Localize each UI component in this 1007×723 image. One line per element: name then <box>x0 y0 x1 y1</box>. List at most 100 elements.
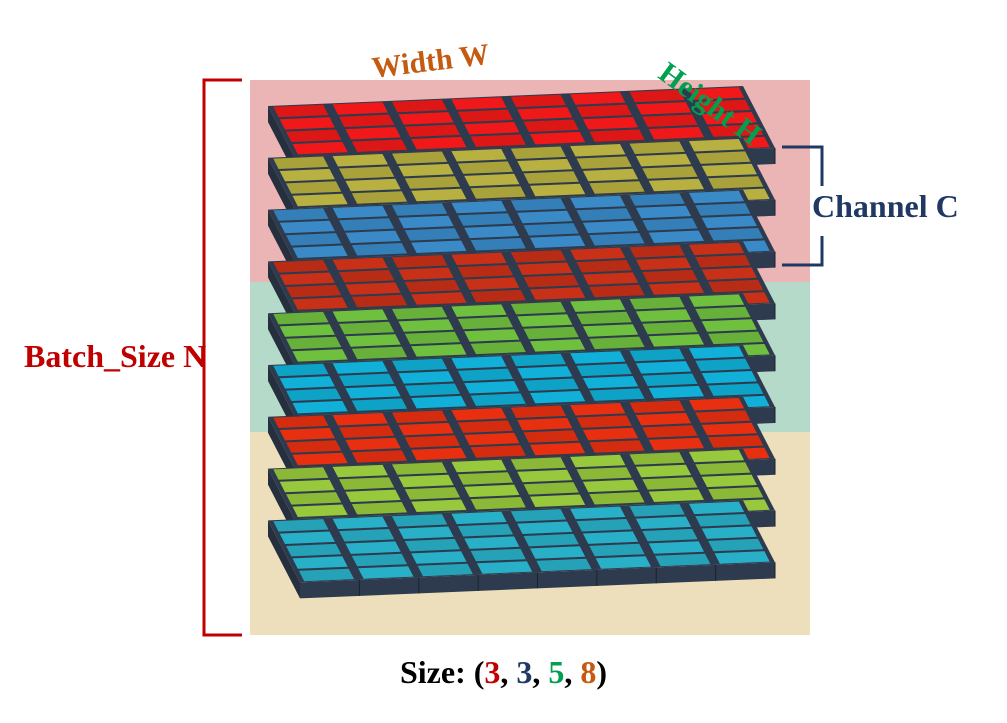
tensor-cell <box>279 531 335 544</box>
tensor-cell <box>648 178 704 192</box>
tensor-cell <box>457 420 513 433</box>
batch-size-label: Batch_Size N <box>24 338 207 374</box>
tensor-cell <box>576 156 632 169</box>
tensor-cell <box>570 92 626 105</box>
tensor-cell <box>292 297 348 310</box>
tensor-cell <box>464 484 520 498</box>
tensor-cell <box>570 247 626 261</box>
tensor-cell <box>695 151 751 164</box>
tensor-cell <box>404 228 461 241</box>
tensor-cell <box>523 119 579 132</box>
tensor-cell <box>708 331 764 345</box>
tensor-cell <box>273 311 329 325</box>
tensor-cell <box>582 272 639 285</box>
tensor-cell <box>398 474 454 488</box>
tensor-cell <box>523 326 579 340</box>
tensor-cell <box>477 561 533 574</box>
tensor-cell <box>642 269 698 283</box>
tensor-cell <box>701 526 757 539</box>
tensor-cell <box>411 344 467 357</box>
tensor-cell <box>345 230 401 244</box>
tensor-cell <box>279 427 335 441</box>
size-suffix: ) <box>596 654 608 690</box>
tensor-cell <box>470 497 526 510</box>
brackets <box>202 78 824 637</box>
tensor-cell <box>701 474 757 488</box>
tensor-cell <box>635 102 692 115</box>
tensor-cell <box>517 107 573 120</box>
tensor-cell <box>708 383 764 396</box>
size-separator: , <box>564 654 581 690</box>
tensor-cell <box>351 346 408 360</box>
tensor-cell <box>695 255 751 268</box>
tensor-cell <box>332 516 388 530</box>
tensor-cell <box>451 149 507 162</box>
tensor-cell <box>708 435 764 448</box>
tensor-cell <box>392 151 448 164</box>
tensor-cell <box>457 524 513 537</box>
tensor-cell <box>292 193 348 207</box>
tensor-cell <box>701 112 757 125</box>
tensor-cell <box>517 262 573 275</box>
tensor-cell <box>523 274 579 288</box>
tensor-cell <box>339 477 395 490</box>
tensor-cell <box>351 294 408 308</box>
tensor-cell <box>404 176 461 189</box>
slab-side-face <box>268 520 300 599</box>
tensor-cell <box>292 245 348 258</box>
tensor-cell <box>392 358 448 372</box>
tensor-cell <box>332 309 388 322</box>
tensor-cell <box>695 203 751 216</box>
tensor-cell <box>464 432 520 446</box>
tensor-cell <box>417 563 473 577</box>
tensor-cell <box>576 415 632 428</box>
tensor-cell <box>464 381 520 394</box>
tensor-cell <box>292 556 348 569</box>
tensor-cell <box>576 311 632 325</box>
tensor-cell <box>510 198 566 211</box>
size-separator: , <box>500 654 517 690</box>
tensor-cell <box>470 393 526 406</box>
tensor-cell <box>451 356 507 369</box>
tensor-cell <box>279 479 335 493</box>
tensor-cell <box>351 450 408 463</box>
tensor-cell <box>570 144 626 157</box>
tensor-cell <box>286 440 342 453</box>
tensor-cell <box>398 319 454 332</box>
tensor-cell <box>404 331 461 345</box>
tensor-cell <box>292 400 348 414</box>
tensor-cell <box>635 205 692 219</box>
tensor-cell <box>451 304 507 317</box>
tensor-cell <box>411 292 467 305</box>
tensor-cell <box>582 168 639 182</box>
tensor-cell <box>404 383 461 396</box>
tensor-cell <box>576 260 632 273</box>
tensor-cell <box>708 228 764 241</box>
tensor-cell <box>589 388 645 401</box>
tensor-cell <box>688 294 745 307</box>
tensor-cell <box>635 257 692 270</box>
tensor-cell <box>339 166 395 179</box>
tensor-cell <box>595 556 651 569</box>
tensor-cell <box>530 494 586 507</box>
size-separator: , <box>532 654 549 690</box>
tensor-cell <box>404 279 461 293</box>
tensor-cell <box>582 376 639 389</box>
tensor-cell <box>411 395 467 409</box>
tensor-cell <box>411 136 467 150</box>
tensor-cell <box>695 410 751 423</box>
tensor-cell <box>273 104 329 118</box>
tensor-cell <box>570 351 626 364</box>
tensor-cell <box>582 324 639 337</box>
tensor-cell <box>517 366 573 379</box>
tensor-cell <box>708 124 764 137</box>
tensor-cell <box>510 457 566 470</box>
tensor-cell <box>635 412 692 426</box>
tensor-cell <box>392 203 448 216</box>
tensor-cell <box>345 178 401 192</box>
tensor-cell <box>708 538 764 552</box>
tensor-cell <box>517 469 573 483</box>
tensor-cell <box>279 376 335 389</box>
tensor-cell <box>470 341 526 355</box>
